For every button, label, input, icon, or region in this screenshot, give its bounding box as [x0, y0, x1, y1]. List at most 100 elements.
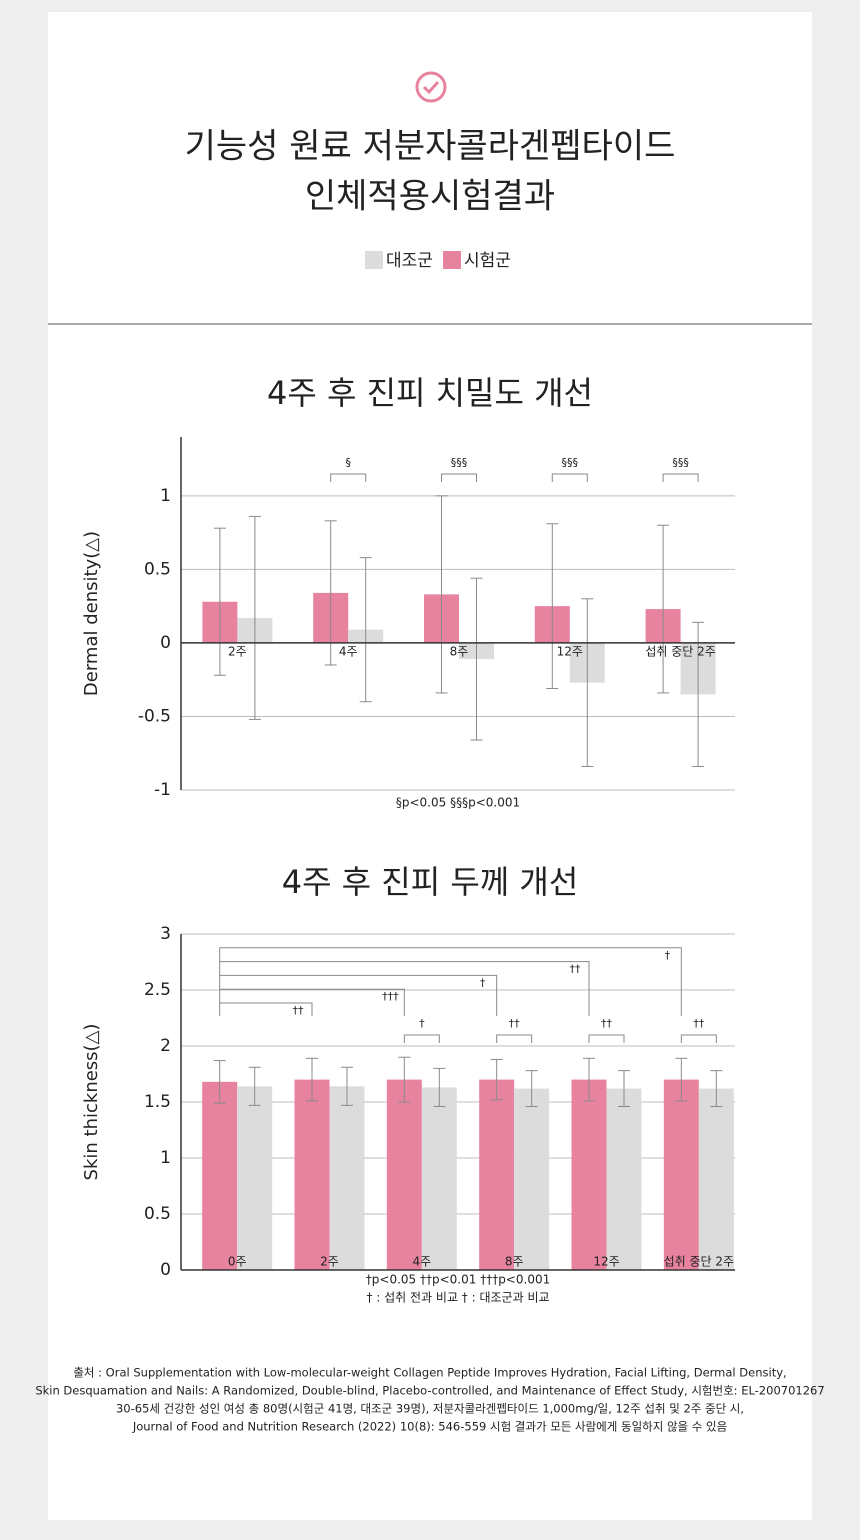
- error-bar: [213, 1060, 226, 1104]
- error-bar: [248, 515, 261, 720]
- source-line: 30-65세 건강한 성인 여성 총 80명(시험군 41명, 대조군 39명)…: [116, 1402, 744, 1416]
- significance-bracket: [441, 473, 477, 482]
- y-tick-label: 0.5: [144, 559, 171, 579]
- significance-bracket: [403, 1034, 440, 1043]
- error-bar: [692, 621, 705, 767]
- error-bar: [213, 527, 226, 676]
- y-axis-label: Dermal density(△): [81, 531, 102, 696]
- significance-bracket: [551, 473, 588, 482]
- y-tick-label: 0.5: [144, 1204, 171, 1224]
- error-bar: [710, 1070, 723, 1107]
- title-line: 인체적용시험결과: [305, 177, 555, 217]
- baseline-bracket: [219, 988, 405, 1016]
- source-line: Skin Desquamation and Nails: A Randomize…: [35, 1384, 824, 1398]
- error-bar: [490, 1058, 503, 1101]
- error-bar: [618, 1070, 630, 1107]
- error-bar: [398, 1056, 411, 1103]
- significance-bracket: [662, 473, 699, 482]
- bar: [237, 1086, 273, 1270]
- significance-bracket: [588, 1034, 625, 1043]
- significance-label: ††: [693, 1017, 705, 1030]
- chart-title: 4주 후 진피 치밀도 개선: [267, 374, 593, 412]
- chart-title: 4주 후 진피 두께 개선: [282, 863, 579, 901]
- error-bar: [470, 577, 483, 741]
- error-bar: [583, 1057, 595, 1102]
- footnote: †p<0.05 ††p<0.01 †††p<0.001: [366, 1273, 550, 1287]
- baseline-bracket: [219, 947, 682, 1016]
- x-tick-label: 0주: [228, 1255, 247, 1269]
- source-line: 출처 : Oral Supplementation with Low-molec…: [73, 1366, 786, 1380]
- baseline-label: ††: [293, 1004, 305, 1017]
- y-tick-label: 1: [160, 1148, 171, 1168]
- baseline-bracket: [219, 961, 590, 1016]
- title-line: 기능성 원료 저분자콜라겐펩타이드: [185, 127, 676, 167]
- x-tick-label: 섭취 중단 2주: [664, 1255, 734, 1269]
- legend-swatch: [365, 251, 383, 269]
- y-tick-label: 2: [160, 1036, 171, 1056]
- error-bar: [433, 1067, 446, 1107]
- bar: [514, 1088, 550, 1270]
- bar: [698, 1088, 734, 1270]
- footnote: † : 섭취 전과 비교 † : 대조군과 비교: [366, 1291, 549, 1305]
- error-bar: [435, 495, 448, 694]
- x-tick-label: 12주: [557, 644, 583, 658]
- error-bar: [546, 523, 559, 690]
- x-tick-label: 8주: [505, 1255, 524, 1269]
- bar: [571, 1079, 607, 1270]
- bar: [606, 1088, 642, 1270]
- y-tick-label: 1.5: [144, 1092, 171, 1112]
- legend-label: 대조군: [386, 251, 433, 271]
- y-axis-label: Skin thickness(△): [81, 1024, 102, 1181]
- check-mark: [422, 80, 440, 95]
- error-bar: [248, 1066, 261, 1106]
- baseline-label: ††: [570, 963, 582, 976]
- significance-label: §§§: [672, 456, 689, 469]
- y-tick-label: -0.5: [138, 706, 171, 726]
- baseline-bracket: [219, 1002, 313, 1016]
- error-bar: [581, 598, 594, 767]
- footnote: §p<0.05 §§§p<0.001: [396, 796, 520, 810]
- x-tick-label: 섭취 중단 2주: [645, 644, 715, 658]
- baseline-label: †: [480, 976, 486, 989]
- x-tick-label: 2주: [320, 1255, 339, 1269]
- y-tick-label: 3: [160, 924, 171, 944]
- legend-swatch: [443, 251, 461, 269]
- x-tick-label: 4주: [412, 1255, 431, 1269]
- significance-label: §§§: [451, 456, 468, 469]
- significance-bracket: [496, 1034, 533, 1043]
- baseline-label: †††: [382, 990, 399, 1003]
- bar: [202, 1081, 238, 1270]
- y-tick-label: 1: [160, 486, 171, 506]
- y-tick-label: 0: [160, 1260, 171, 1280]
- y-tick-label: -1: [154, 780, 171, 800]
- y-tick-label: 2.5: [144, 980, 171, 1000]
- bar: [479, 1079, 515, 1270]
- x-tick-label: 12주: [593, 1255, 619, 1269]
- baseline-label: †: [665, 949, 671, 962]
- error-bar: [525, 1070, 538, 1107]
- x-tick-label: 2주: [228, 644, 247, 658]
- bar: [386, 1079, 422, 1270]
- legend-label: 시험군: [464, 251, 511, 271]
- source-line: Journal of Food and Nutrition Research (…: [132, 1420, 727, 1434]
- bar: [663, 1079, 699, 1270]
- y-tick-label: 0: [160, 633, 171, 653]
- significance-label: §: [345, 456, 351, 469]
- x-tick-label: 4주: [339, 644, 358, 658]
- baseline-bracket: [219, 974, 498, 1016]
- significance-label: ††: [601, 1017, 613, 1030]
- error-bar: [306, 1057, 318, 1102]
- error-bar: [359, 557, 372, 703]
- significance-bracket: [680, 1034, 717, 1043]
- error-bar: [341, 1066, 353, 1106]
- significance-label: §§§: [562, 456, 579, 469]
- bar: [294, 1079, 330, 1270]
- x-tick-label: 8주: [450, 644, 469, 658]
- error-bar: [675, 1057, 688, 1102]
- check-icon: [415, 71, 447, 103]
- error-bar: [657, 524, 670, 694]
- significance-bracket: [330, 473, 367, 482]
- significance-label: †: [419, 1017, 425, 1030]
